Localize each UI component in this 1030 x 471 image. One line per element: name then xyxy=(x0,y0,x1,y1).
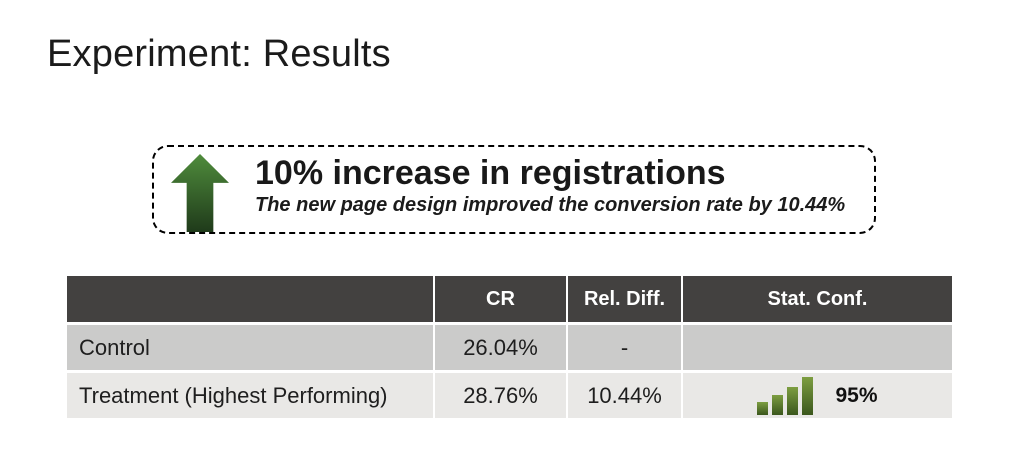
header-cell-rel-diff: Rel. Diff. xyxy=(568,276,681,322)
row-treatment-rel-diff: 10.44% xyxy=(568,373,681,418)
header-cell-name xyxy=(67,276,433,322)
row-treatment-cr: 28.76% xyxy=(435,373,566,418)
highlight-callout-box: 10% increase in registrations The new pa… xyxy=(152,145,876,234)
up-arrow-icon xyxy=(171,154,229,232)
bar-chart-icon-bar xyxy=(787,386,799,415)
row-control-label: Control xyxy=(67,325,433,370)
bar-chart-icon-bar xyxy=(802,376,814,415)
callout-subtitle: The new page design improved the convers… xyxy=(255,194,846,217)
header-cell-cr: CR xyxy=(435,276,566,322)
callout-text-block: 10% increase in registrations The new pa… xyxy=(255,153,863,217)
row-treatment-stat-conf: 95% xyxy=(683,373,952,418)
row-control-rel-diff: - xyxy=(568,325,681,370)
header-cell-stat-conf: Stat. Conf. xyxy=(683,276,952,322)
results-table: CR Rel. Diff. Stat. Conf. Control 26.04%… xyxy=(67,276,952,418)
row-control-stat-conf xyxy=(683,325,952,370)
bar-chart-icon-bar xyxy=(772,394,784,415)
bar-chart-icon xyxy=(757,376,814,415)
callout-headline: 10% increase in registrations xyxy=(255,154,726,192)
stat-conf-value: 95% xyxy=(835,383,878,407)
row-control-cr: 26.04% xyxy=(435,325,566,370)
bar-chart-icon-bar xyxy=(757,401,769,415)
row-treatment-label: Treatment (Highest Performing) xyxy=(67,373,433,418)
slide-title: Experiment: Results xyxy=(47,33,391,75)
